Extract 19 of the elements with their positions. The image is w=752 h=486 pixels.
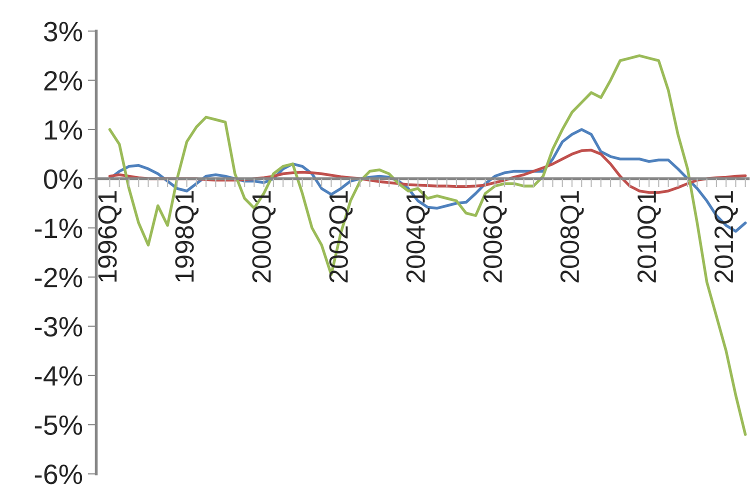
x-tick-label: 2002Q1 [329,191,353,282]
y-tick-label: -3% [34,316,82,337]
y-tick-label: 3% [44,22,82,42]
x-tick-label: 2010Q1 [637,191,661,282]
y-tick-label: -2% [34,268,82,288]
x-tick-label: 2000Q1 [252,191,276,282]
y-tick-label: 0% [44,169,82,190]
x-tick-label: 2008Q1 [560,191,584,282]
y-tick-label: -6% [34,464,82,484]
x-tick-label: 2004Q1 [406,191,430,282]
x-tick-label: 1998Q1 [175,191,199,282]
y-tick-label: -4% [34,366,82,386]
y-tick-label: 2% [44,70,82,91]
x-tick-label: 1996Q1 [98,191,122,282]
y-tick-label: -5% [34,415,82,435]
y-tick-label: 1% [45,120,82,140]
y-tick-label: -1% [34,218,82,238]
x-tick-label: 2012Q1 [714,191,738,282]
x-tick-label: 2006Q1 [483,191,507,282]
